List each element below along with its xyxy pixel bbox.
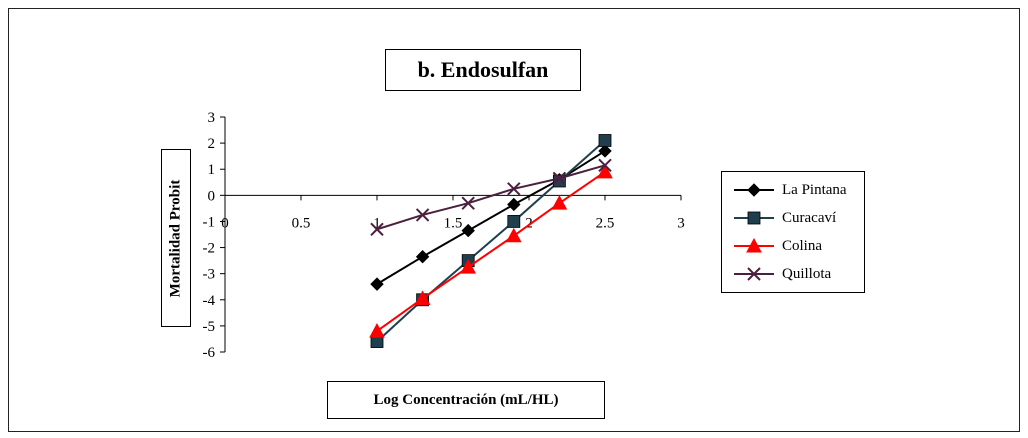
x-axis-label: Log Concentración (mL/HL) [327,381,605,419]
data-point-colina [597,163,613,179]
legend-label-quillota: Quillota [782,265,832,282]
data-point-quillota [370,222,384,236]
data-point-la-pintana [598,144,612,158]
data-point-curacav- [507,215,521,228]
x-tick-label: 1 [373,215,381,231]
legend-swatch-la-pintana [734,183,774,197]
series-line-curacav- [376,139,606,343]
y-tick-label: -6 [203,345,216,361]
legend-label-la-pintana: La Pintana [782,181,847,198]
y-tick-label: -2 [203,241,216,257]
legend-item-colina: Colina [732,236,822,256]
data-point-colina [369,323,385,338]
chart-plot: 3 2 1 0 -1 -2 -3 -4 -5 -6 0 0.5 1 1.5 2 2.5 3 [203,110,685,361]
legend-item-curacavi: Curacaví [732,208,836,228]
y-tick-label: -1 [203,214,216,230]
legend-marker-quillota [747,267,761,281]
y-axis-label-box: Mortalidad Probit [161,149,191,327]
data-point-la-pintana [370,277,384,291]
x-tick-label: 2 [525,215,533,231]
legend-item-quillota: Quillota [732,264,831,284]
data-point-la-pintana [415,249,430,264]
legend-marker-colina [746,238,762,253]
y-tick-label: -4 [203,293,216,309]
data-point-quillota [415,208,430,222]
legend-swatch-curacavi [734,211,774,225]
y-tick-label: 3 [208,110,216,126]
legend-marker-la-pintana [747,183,761,197]
legend: La Pintana Curacaví Colina Quillota [721,171,865,293]
legend-label-colina: Colina [782,237,822,254]
legend-marker-curacav- [747,211,761,225]
data-point-colina [460,259,477,274]
chart-frame: 3 2 1 0 -1 -2 -3 -4 -5 -6 0 0.5 1 1.5 2 2.5 3 b. Endosul… [8,8,1020,432]
legend-label-curacavi: Curacaví [782,209,837,226]
data-point-quillota [507,182,521,196]
data-point-quillota [598,158,612,173]
data-point-colina [505,227,522,243]
x-tick-label: 1.5 [444,215,463,231]
data-point-quillota [552,171,567,186]
x-tick-label: 2.5 [596,215,615,231]
y-tick-label: 1 [208,162,216,178]
series-line-quillota [376,164,606,231]
legend-swatch-colina [734,238,774,253]
data-point-colina [414,290,431,305]
y-tick-label: 2 [208,136,216,152]
series-line-colina [376,171,606,332]
data-point-la-pintana [507,197,521,212]
y-tick-label: -3 [203,267,216,283]
x-tick-label: 0.5 [292,215,311,231]
data-point-la-pintana [461,223,475,238]
legend-item-la-pintana: La Pintana [732,180,847,200]
data-point-colina [551,195,568,210]
chart-title: b. Endosulfan [385,49,581,91]
x-tick-label: 0 [221,215,229,231]
legend-swatch-quillota [734,267,774,281]
y-tick-label: -5 [203,319,216,335]
data-point-curacav- [598,134,612,147]
x-tick-label: 3 [677,215,685,231]
y-axis-label: Mortalidad Probit [167,179,184,297]
data-point-quillota [461,196,475,210]
y-tick-label: 0 [208,188,216,204]
